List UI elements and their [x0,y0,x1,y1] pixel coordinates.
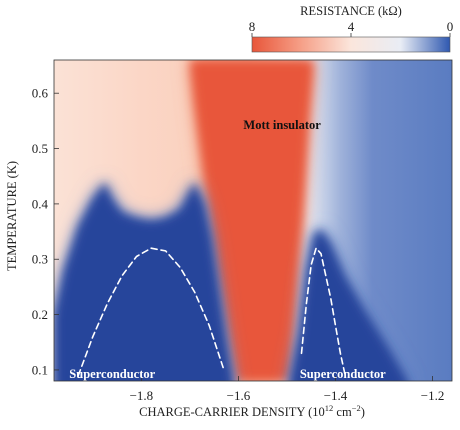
annotations: Mott insulator Superconductor Superconduct… [69,118,386,381]
x-tick-label: −1.8 [130,388,154,403]
colorbar-ticks: 8 4 0 [249,19,454,37]
y-tick-label: 0.1 [32,362,48,377]
colorbar-bar [251,36,451,53]
y-tick-label: 0.2 [32,307,48,322]
y-axis: 0.1 0.2 0.3 0.4 0.5 0.6 [32,86,59,377]
colorbar-tick-label: 4 [348,19,355,34]
heatmap-area [54,60,452,381]
dashed-tc-curve [77,247,225,377]
x-tick-label: −1.2 [421,388,445,403]
y-tick-label: 0.5 [32,141,48,156]
y-tick-label: 0.6 [32,86,49,101]
colorbar-tick-label: 0 [447,19,454,34]
x-tick-label: −1.6 [227,388,251,403]
colorbar: RESISTANCE (kΩ) 8 4 0 [249,4,454,53]
mott-region [189,60,314,381]
superconducting-dome [54,181,234,381]
superconducting-dome [289,228,409,381]
y-tick-label: 0.4 [32,196,49,211]
superconductor-label: Superconductor [69,367,155,381]
x-axis-title: CHARGE-CARRIER DENSITY (1012 cm−2) [139,403,365,419]
x-tick-label: −1.4 [324,388,348,403]
y-axis-title: TEMPERATURE (K) [5,161,19,271]
colorbar-tick-label: 8 [249,19,256,34]
y-tick-label: 0.3 [32,252,48,267]
mott-insulator-label: Mott insulator [243,118,321,132]
axes-frame [53,59,453,382]
superconductor-label: Superconductor [300,367,386,381]
colorbar-title: RESISTANCE (kΩ) [300,4,402,18]
x-axis: −1.8 −1.6 −1.4 −1.2 [130,376,445,403]
dashed-tc-curve [300,247,346,377]
